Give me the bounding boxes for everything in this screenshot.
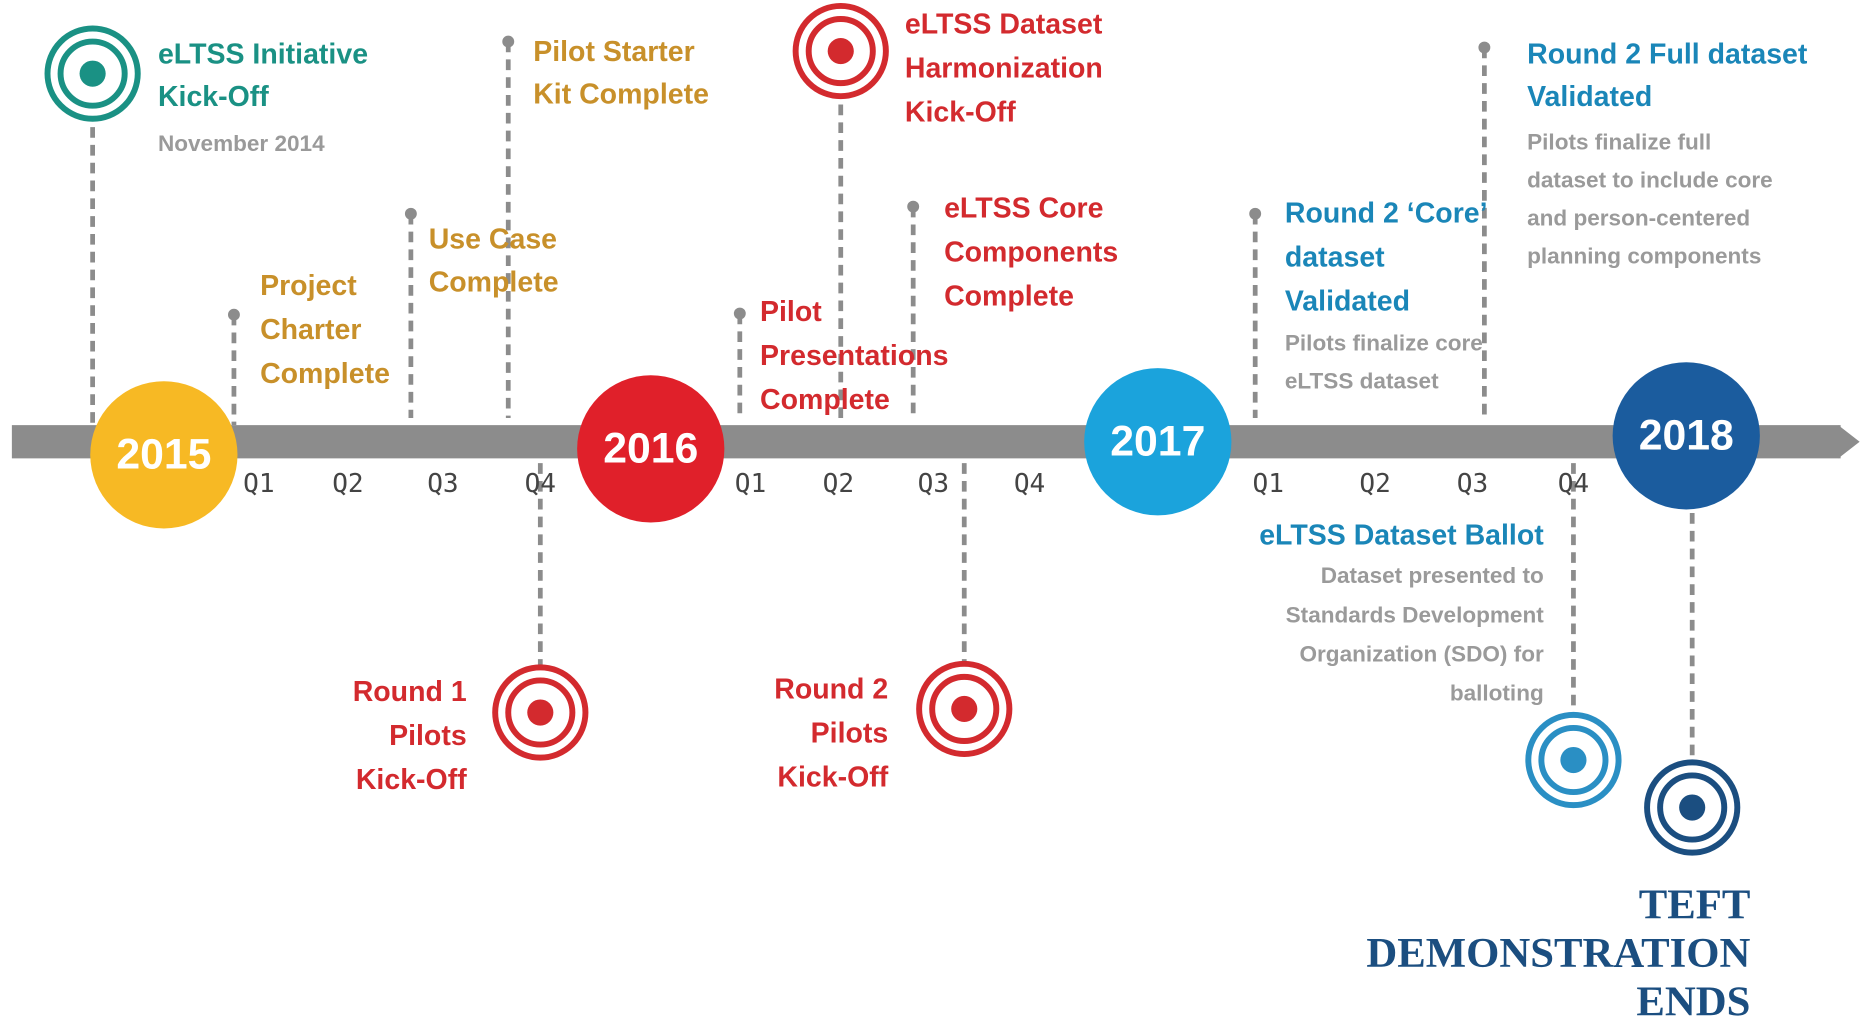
milestone-title: Pilot Starter	[533, 36, 695, 68]
year-circle	[1612, 362, 1760, 510]
milestone-title: Pilots	[389, 720, 467, 752]
milestone-note: Organization (SDO) for	[1299, 641, 1543, 666]
quarter-label: Q1	[243, 469, 274, 499]
milestone-title: Complete	[260, 358, 390, 390]
milestone-title: Round 2	[774, 674, 888, 706]
milestone-title: Presentations	[760, 340, 948, 372]
milestone-title: Complete	[944, 281, 1074, 313]
milestone-title: Components	[944, 237, 1118, 269]
milestone-title: Kick-Off	[356, 764, 467, 796]
milestone-title: Kit Complete	[533, 79, 709, 111]
milestone-title: Kick-Off	[905, 97, 1016, 129]
milestone-note: Dataset presented to	[1321, 563, 1544, 588]
milestone-note: November 2014	[158, 131, 325, 156]
quarter-label: Q3	[918, 469, 949, 499]
quarter-label: Q4	[1014, 469, 1045, 499]
quarter-label: Q3	[427, 469, 458, 499]
milestone-title: Kick-Off	[777, 762, 888, 794]
milestone-title: TEFT	[1639, 881, 1751, 928]
year-label: 2017	[1110, 417, 1205, 465]
milestone-title: Pilots	[811, 718, 889, 750]
milestone-note: planning components	[1527, 244, 1761, 269]
target-dot	[1679, 794, 1706, 821]
axis-bar	[11, 425, 1841, 459]
milestone-title: Validated	[1285, 285, 1410, 317]
milestone-title: Round 1	[353, 676, 467, 708]
milestone-title: Round 2 Full dataset	[1527, 38, 1808, 70]
pin	[228, 308, 240, 321]
year-label: 2016	[603, 425, 698, 473]
year-circle	[90, 381, 238, 529]
target-dot	[79, 60, 106, 87]
year-circle	[577, 375, 725, 523]
quarter-label: Q2	[823, 469, 854, 499]
milestone-title: eLTSS Dataset	[905, 9, 1103, 41]
target-dot	[951, 695, 978, 722]
milestone-note: eLTSS dataset	[1285, 368, 1439, 393]
milestone-note: Standards Development	[1286, 602, 1545, 627]
target-dot	[1560, 746, 1587, 774]
pin	[502, 35, 515, 48]
milestone-title: Pilot	[760, 296, 822, 328]
milestone-title: Use Case	[429, 224, 557, 256]
pin	[733, 307, 746, 320]
pin	[404, 207, 417, 220]
milestone-title: eLTSS Dataset Ballot	[1259, 519, 1544, 551]
milestone-note: Pilots finalize core	[1285, 330, 1483, 355]
milestone-title: Charter	[260, 314, 361, 346]
quarter-label: Q2	[332, 469, 363, 499]
target-dot	[527, 699, 554, 726]
milestone-title: Validated	[1527, 81, 1652, 113]
pin	[1249, 207, 1262, 220]
quarter-label: Q1	[1253, 469, 1284, 499]
milestone-title: dataset	[1285, 241, 1385, 273]
milestone-title: eLTSS Core	[944, 193, 1103, 225]
milestone-title: eLTSS Initiative	[158, 38, 368, 70]
year-label: 2015	[116, 430, 211, 478]
milestone-title: Round 2 ‘Core’	[1285, 197, 1488, 229]
year-label: 2018	[1639, 411, 1734, 459]
milestone-title: DEMONSTRATION	[1366, 930, 1750, 977]
milestone-title: Kick-Off	[158, 81, 269, 113]
quarter-label: Q1	[735, 469, 766, 499]
pin	[1478, 41, 1491, 54]
quarter-label: Q4	[1558, 469, 1589, 499]
milestone-note: and person-centered	[1527, 206, 1750, 231]
milestone-note: Pilots finalize full	[1527, 130, 1711, 155]
milestone-title: Complete	[429, 266, 559, 298]
pin	[907, 200, 920, 213]
milestone-note: balloting	[1450, 681, 1544, 706]
year-circle	[1084, 368, 1232, 516]
quarter-label: Q3	[1457, 469, 1488, 499]
milestone-note: dataset to include core	[1527, 168, 1773, 193]
target-dot	[827, 38, 854, 65]
milestone-title: ENDS	[1636, 979, 1750, 1026]
quarter-label: Q4	[525, 469, 556, 499]
axis-arrow	[1838, 425, 1860, 459]
quarter-label: Q2	[1359, 469, 1390, 499]
milestone-title: Complete	[760, 384, 890, 416]
milestone-title: Harmonization	[905, 53, 1103, 85]
milestone-title: Project	[260, 270, 357, 302]
